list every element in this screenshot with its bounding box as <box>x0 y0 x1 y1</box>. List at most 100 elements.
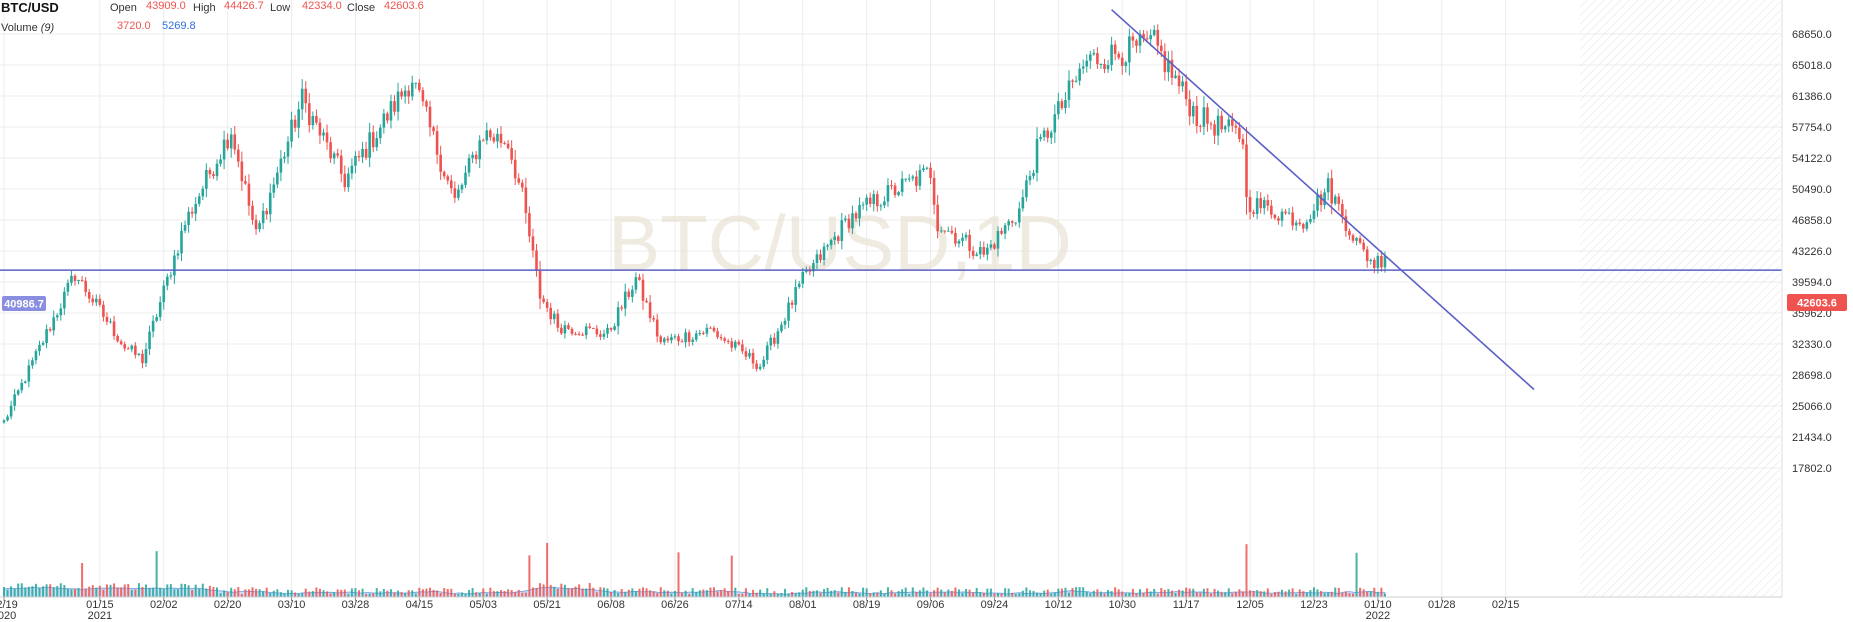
candle-body <box>961 237 964 241</box>
y-tick-label: 21434.0 <box>1792 432 1832 444</box>
candle-body <box>1085 60 1089 67</box>
volume-bar <box>194 584 197 597</box>
volume-bar <box>595 592 598 597</box>
volume-bar <box>546 543 549 597</box>
candle-body <box>521 182 524 188</box>
candle-body <box>666 338 670 341</box>
candle-body <box>112 321 116 336</box>
candle-body <box>1241 138 1245 145</box>
candle-body <box>904 178 907 180</box>
candle-body <box>1170 59 1174 78</box>
volume-bar <box>968 589 971 597</box>
volume-bar <box>588 583 591 597</box>
candle-body <box>762 359 765 367</box>
volume-bar <box>1305 592 1308 597</box>
candle-body <box>80 279 84 281</box>
candle-body <box>758 366 762 369</box>
high-value: 44426.7 <box>224 0 264 12</box>
candle-body <box>268 192 272 215</box>
volume-bar <box>1295 593 1298 597</box>
candle-body <box>677 336 680 342</box>
volume-bar <box>808 590 811 597</box>
volume-bar <box>1266 588 1269 597</box>
volume-bar <box>1025 587 1028 597</box>
volume-bar <box>414 593 417 597</box>
candle-body <box>212 174 215 177</box>
volume-bar <box>116 587 119 597</box>
y-tick-label: 43226.0 <box>1792 246 1832 258</box>
volume-bar <box>734 587 737 597</box>
y-tick-label: 39594.0 <box>1792 277 1832 289</box>
trendline[interactable] <box>1111 9 1535 391</box>
volume-bar <box>418 587 421 597</box>
volume-bar <box>386 590 389 597</box>
candle-body <box>442 171 446 177</box>
volume-bar <box>762 593 765 597</box>
volume-bar <box>247 589 250 597</box>
volume-bar <box>634 591 637 597</box>
x-tick-label: 01/10 <box>1364 599 1392 611</box>
candle-body <box>744 351 748 357</box>
candle-body <box>765 345 769 360</box>
price-axis[interactable]: 68650.0 65018.0 61386.0 57754.0 54122.0 50490… <box>1792 29 1832 475</box>
volume-bar <box>957 589 960 597</box>
volume-bar <box>855 592 857 597</box>
volume-bar <box>1121 591 1124 597</box>
volume-bar <box>723 588 726 597</box>
candle-body <box>1351 235 1355 241</box>
candle-body <box>87 292 91 299</box>
candle-body <box>709 327 712 329</box>
volume-bar <box>162 588 165 597</box>
volume-bar <box>1028 590 1031 597</box>
candle-body <box>794 287 797 305</box>
candle-body <box>1312 210 1316 220</box>
volume-bar <box>862 587 865 597</box>
volume-bar <box>169 584 172 597</box>
volume-bar <box>350 588 353 597</box>
candle-body <box>847 218 851 229</box>
volume-bar <box>77 587 80 597</box>
candle-body <box>1348 231 1351 236</box>
volume-bar <box>709 587 712 597</box>
candle-body <box>265 210 268 215</box>
candle-body <box>549 307 552 320</box>
volume-bar <box>823 588 826 597</box>
future-hatch-area <box>1580 0 1780 597</box>
volume-bar <box>507 589 510 597</box>
candle-body <box>815 254 819 264</box>
candle-body <box>1078 68 1081 81</box>
volume-bar <box>287 589 289 597</box>
volume-bar <box>1238 589 1241 597</box>
candle-body <box>638 277 641 280</box>
volume-bar <box>226 591 229 597</box>
volume-bar <box>42 586 45 597</box>
candle-body <box>1319 194 1323 206</box>
volume-bar <box>17 583 20 597</box>
volume-bar <box>837 592 840 597</box>
candle-body <box>84 280 87 293</box>
candle-body <box>134 345 137 355</box>
volume-bar <box>489 587 492 597</box>
volume-bar <box>152 587 155 597</box>
candle-body <box>77 279 80 281</box>
candle-body <box>673 336 677 338</box>
volume-bar <box>1309 590 1312 597</box>
candle-body <box>343 173 347 188</box>
candle-body <box>389 101 393 121</box>
chart-watermark: BTC/USD,1D <box>608 199 1072 287</box>
volume-bar <box>1174 593 1177 597</box>
x-tick-label: 02/20 <box>214 599 242 611</box>
x-tick-label: 12/23 <box>1300 599 1328 611</box>
volume-bar <box>1284 591 1287 597</box>
volume-bar <box>890 590 893 597</box>
volume-bar <box>1092 590 1095 597</box>
volume-bar <box>134 589 137 597</box>
candle-body <box>481 140 485 142</box>
volume-bar <box>24 587 27 597</box>
volume-value-1: 3720.0 <box>117 20 151 32</box>
candle-body <box>1007 221 1010 226</box>
volume-bar <box>453 593 456 597</box>
candle-body <box>410 82 414 97</box>
